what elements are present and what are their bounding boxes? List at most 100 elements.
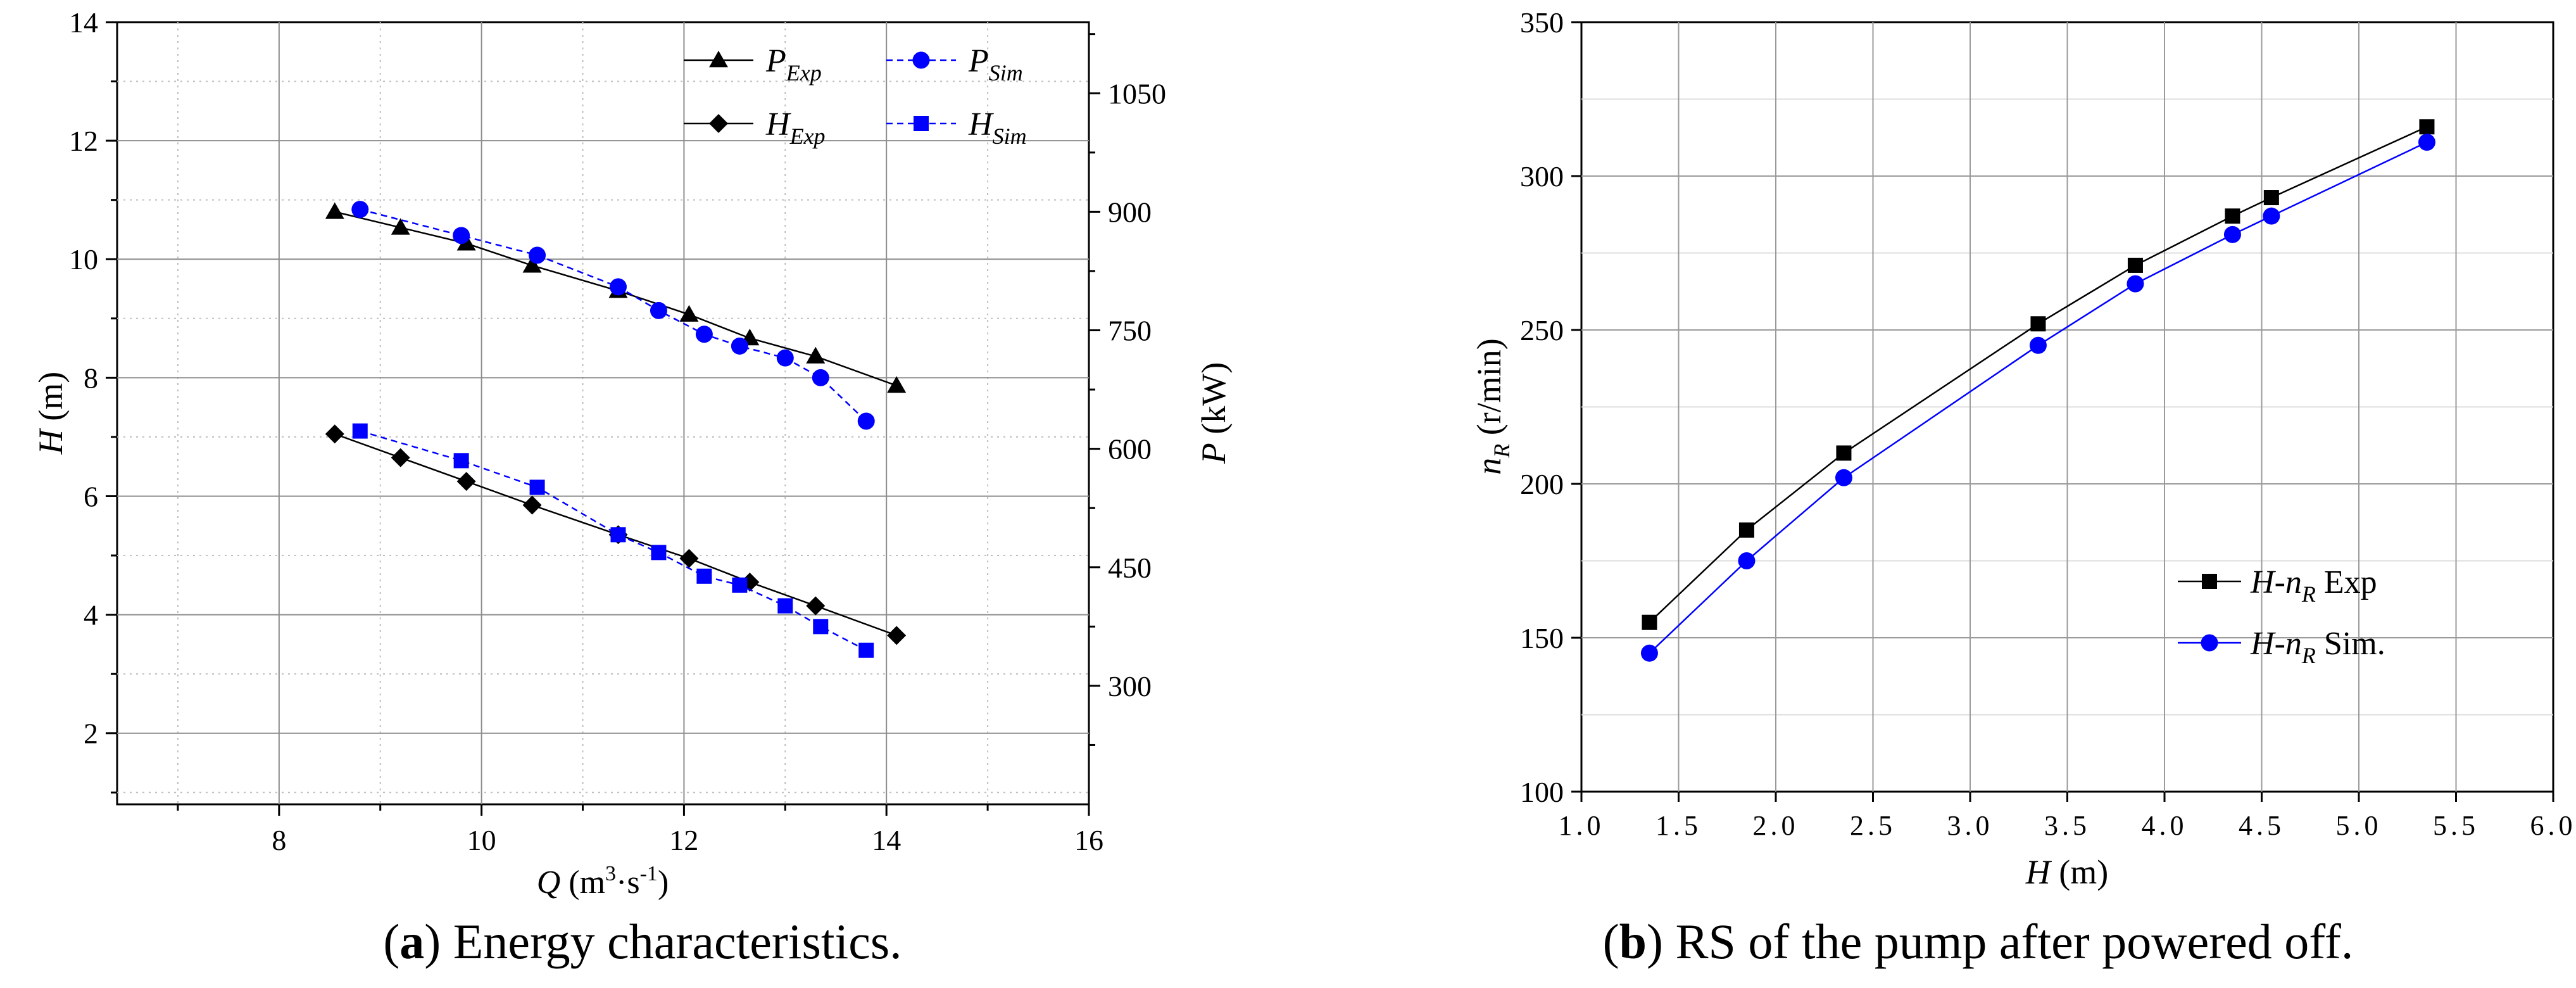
caption-text: RS of the pump after powered off. bbox=[1675, 914, 2354, 969]
y-tick-label: 8 bbox=[84, 362, 98, 394]
legend-marker bbox=[914, 116, 929, 131]
legend: PExp PSim HExp HSim bbox=[684, 43, 1027, 149]
legend-marker bbox=[709, 114, 728, 133]
data-point-p-sim bbox=[650, 301, 667, 319]
x-tick-label: 8 bbox=[272, 824, 286, 856]
data-point-p-sim bbox=[731, 337, 748, 355]
legend-label: PExp bbox=[765, 43, 822, 86]
caption-letter: a bbox=[399, 914, 425, 969]
series-layer bbox=[325, 201, 907, 658]
y-tick-label: 12 bbox=[69, 125, 98, 157]
y-tick-label: 6 bbox=[84, 480, 98, 512]
data-point-h-sim bbox=[777, 598, 793, 614]
x-tick-label: 2.5 bbox=[1850, 810, 1896, 841]
data-point-p-exp bbox=[391, 218, 410, 235]
x-tick-label: 1.0 bbox=[1559, 810, 1605, 841]
data-point-sim bbox=[1640, 644, 1658, 662]
y2-tick-label: 1050 bbox=[1108, 77, 1166, 110]
data-point-exp bbox=[2127, 257, 2143, 273]
legend-marker bbox=[2202, 574, 2217, 589]
x-tick-label: 2.0 bbox=[1753, 810, 1799, 841]
caption-b: (b) RS of the pump after powered off. bbox=[1602, 914, 2354, 969]
x-axis-label: Q (m3·s-1) bbox=[537, 862, 669, 901]
data-point-p-exp bbox=[325, 202, 344, 219]
series-line-exp bbox=[1649, 126, 2427, 623]
data-point-exp bbox=[2263, 190, 2279, 206]
data-point-h-sim bbox=[813, 619, 829, 635]
y-tick-label: 10 bbox=[69, 243, 98, 276]
x-tick-label: 4.0 bbox=[2142, 810, 2188, 841]
data-point-h-exp bbox=[391, 448, 410, 467]
data-point-h-sim bbox=[529, 479, 545, 495]
data-point-p-sim bbox=[695, 326, 713, 343]
y-axis-label: nR (r/min) bbox=[1470, 338, 1514, 474]
series-line-h-sim bbox=[360, 430, 867, 651]
caption-a: (a) Energy characteristics. bbox=[383, 914, 902, 969]
y2-tick-label: 750 bbox=[1108, 315, 1152, 347]
x-tick-label: 4.5 bbox=[2239, 810, 2285, 841]
y2-tick-label: 900 bbox=[1108, 196, 1152, 228]
x-tick-label: 3.5 bbox=[2044, 810, 2090, 841]
caption-text: Energy characteristics. bbox=[453, 914, 902, 969]
x-tick-label: 1.5 bbox=[1656, 810, 1702, 841]
series-line-p-sim bbox=[360, 208, 867, 422]
data-point-h-sim bbox=[732, 577, 748, 593]
legend-label: HSim bbox=[968, 106, 1027, 149]
x-tick-label: 5.5 bbox=[2433, 810, 2479, 841]
series-layer bbox=[1640, 119, 2435, 662]
grid bbox=[1581, 22, 2553, 792]
data-point-p-exp bbox=[522, 256, 542, 273]
data-point-exp bbox=[1738, 522, 1754, 538]
data-point-exp bbox=[1642, 614, 1657, 630]
data-point-sim bbox=[1835, 469, 1852, 486]
data-point-h-sim bbox=[696, 568, 712, 584]
y-tick-label: 150 bbox=[1520, 622, 1564, 654]
legend-label: H-nR Sim. bbox=[2250, 626, 2385, 668]
data-point-sim bbox=[2418, 134, 2435, 151]
data-point-p-sim bbox=[453, 227, 470, 244]
data-point-sim bbox=[2223, 225, 2241, 243]
data-point-h-exp bbox=[325, 424, 344, 444]
data-point-p-exp bbox=[887, 376, 907, 393]
legend-marker bbox=[709, 51, 728, 68]
data-point-exp bbox=[2225, 208, 2240, 224]
x-tick-label: 6.0 bbox=[2530, 810, 2576, 841]
legend-label: HExp bbox=[765, 106, 826, 149]
x-tick-label: 5.0 bbox=[2336, 810, 2382, 841]
chart-energy-characteristics: 8 10 12 14 16 2 4 6 8 10 12 14 300 450 600 750 900 1050 P… bbox=[32, 6, 1233, 901]
y-tick-label: 250 bbox=[1520, 314, 1564, 346]
axis-ticks: 1.0 1.5 2.0 2.5 3.0 3.5 4.0 4.5 5.0 5.5 6.0 100 150 2… bbox=[1520, 6, 2576, 841]
data-point-sim bbox=[1738, 552, 1756, 569]
data-point-p-sim bbox=[609, 278, 627, 296]
data-point-h-sim bbox=[651, 545, 667, 560]
y-axis-label: H (m) bbox=[32, 372, 70, 455]
grid bbox=[117, 22, 1089, 804]
y2-tick-label: 600 bbox=[1108, 433, 1152, 466]
data-point-p-sim bbox=[529, 246, 546, 264]
data-point-h-exp bbox=[887, 626, 907, 645]
data-point-p-sim bbox=[776, 349, 794, 367]
data-point-p-sim bbox=[351, 201, 369, 218]
x-tick-label: 3.0 bbox=[1947, 810, 1994, 841]
x-tick-label: 12 bbox=[669, 824, 698, 856]
y-tick-label: 300 bbox=[1520, 160, 1564, 193]
y-tick-label: 200 bbox=[1520, 468, 1564, 500]
y-tick-label: 350 bbox=[1520, 6, 1564, 39]
legend-label: PSim bbox=[968, 43, 1023, 86]
x-tick-label: 10 bbox=[467, 824, 496, 856]
data-point-p-sim bbox=[812, 369, 829, 386]
x-axis-label: H (m) bbox=[2025, 853, 2108, 891]
y-tick-label: 4 bbox=[84, 599, 98, 631]
data-point-sim bbox=[2127, 275, 2144, 293]
y2-tick-label: 300 bbox=[1108, 670, 1152, 702]
data-point-h-sim bbox=[352, 423, 368, 439]
axis-ticks: 8 10 12 14 16 2 4 6 8 10 12 14 300 450 600 750 900 1050 bbox=[69, 6, 1166, 856]
y2-axis-label: P (kW) bbox=[1195, 362, 1233, 464]
data-point-p-sim bbox=[857, 412, 875, 430]
data-point-h-exp bbox=[456, 472, 476, 491]
data-point-h-sim bbox=[610, 527, 626, 543]
legend-label: H-nR Exp bbox=[2250, 564, 2377, 607]
chart-rotational-speed: 1.0 1.5 2.0 2.5 3.0 3.5 4.0 4.5 5.0 5.5 6.0 100 150 2… bbox=[1470, 6, 2576, 891]
data-point-h-exp bbox=[806, 596, 826, 616]
